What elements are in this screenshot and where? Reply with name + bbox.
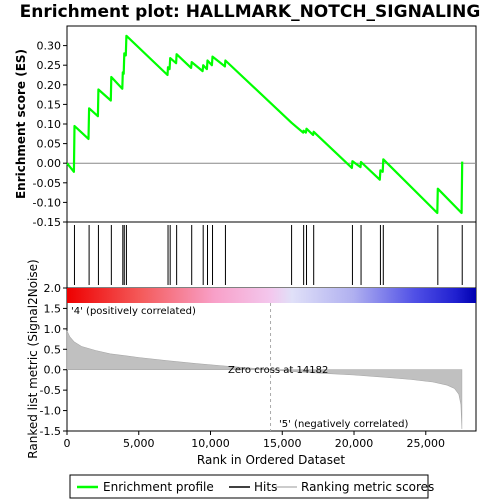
- x-tick-label-0: 0: [64, 437, 71, 450]
- x-tick-label-5: 25,000: [407, 437, 446, 450]
- x-tick-label-1: 5,000: [123, 437, 155, 450]
- es-y-tick-label-5: 0.10: [37, 118, 62, 131]
- metric-y-tick-label-6: 1.5: [44, 302, 62, 315]
- legend: Enrichment profile Hits Ranking metric s…: [69, 474, 434, 499]
- es-y-tick-label-6: 0.15: [37, 98, 62, 111]
- zero-cross-label: Zero cross at 14182: [228, 365, 328, 376]
- positive-correlation-label: '4' (positively correlated): [71, 306, 196, 317]
- metric-y-tick-label-1: -1.0: [40, 405, 61, 418]
- es-y-tick-label-2: -0.05: [33, 177, 61, 190]
- metric-y-tick-label-2: -0.5: [40, 384, 61, 397]
- enrichment-profile-series-0: [66, 34, 464, 215]
- hits-panel: [66, 221, 477, 289]
- es-y-tick-label-7: 0.20: [37, 79, 62, 92]
- metric-y-axis-label: Ranked list metric (Signal2Noise): [26, 259, 40, 458]
- legend-label-metric: Ranking metric scores: [301, 480, 434, 494]
- metric-y-tick-label-0: -1.5: [40, 425, 61, 438]
- es-y-tick-label-3: 0.00: [37, 157, 62, 170]
- es-y-tick-label-1: -0.10: [33, 196, 61, 209]
- metric-y-tick-label-5: 1.0: [44, 323, 62, 336]
- enrichment-panel: [66, 25, 477, 223]
- metric-y-tick-label-3: 0.0: [44, 364, 62, 377]
- metric-y-tick-label-4: 0.5: [44, 343, 62, 356]
- es-y-tick-label-8: 0.25: [37, 59, 62, 72]
- x-tick-label-4: 20,000: [335, 437, 374, 450]
- es-y-axis: -0.15 -0.10 -0.05 0.00 0.05 0.10 0.15 0.20 0.25 0…: [33, 40, 67, 229]
- ranking-metric-area: [66, 303, 463, 431]
- enrichment-profile-line: [66, 34, 464, 215]
- legend-label-hits: Hits: [254, 480, 277, 494]
- negative-correlation-label: '5' (negatively correlated): [279, 419, 408, 430]
- metric-y-axis: -1.5 -1.0 -0.5 0.0 0.5 1.0 1.5 2.0: [40, 282, 67, 438]
- chart-title: Enrichment plot: HALLMARK_NOTCH_SIGNALIN…: [20, 2, 481, 22]
- x-axis-label: Rank in Ordered Dataset: [197, 453, 345, 467]
- es-y-tick-label-9: 0.30: [37, 40, 62, 53]
- x-tick-label-3: 15,000: [263, 437, 302, 450]
- es-y-tick-label-0: -0.15: [33, 216, 61, 229]
- x-tick-label-2: 10,000: [191, 437, 230, 450]
- es-y-tick-label-4: 0.05: [37, 138, 62, 151]
- metric-y-tick-label-7: 2.0: [44, 282, 62, 295]
- legend-label-enrichment: Enrichment profile: [103, 480, 214, 494]
- es-y-axis-label: Enrichment score (ES): [14, 49, 28, 199]
- ranking-metric-profile: [66, 330, 463, 430]
- hit-markers: [73, 225, 463, 285]
- correlation-color-bar: [67, 288, 476, 303]
- x-axis: 0 5,000 10,000 15,000 20,000 25,000: [64, 431, 446, 450]
